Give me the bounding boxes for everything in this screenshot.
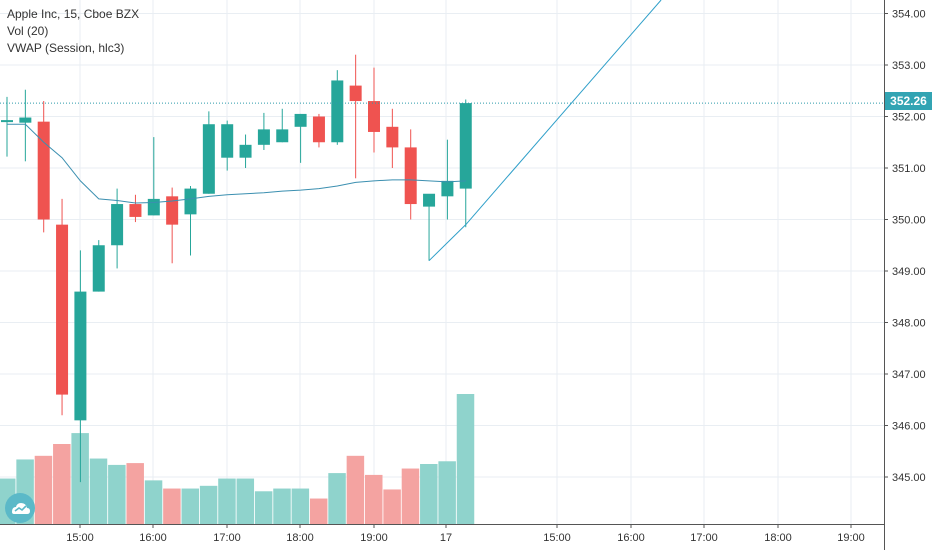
x-tick-label: 19:00 (837, 532, 865, 544)
volume-bar (420, 464, 438, 524)
candle-body (56, 224, 69, 395)
volume-bar (181, 488, 199, 524)
x-tick-label: 16:00 (139, 532, 167, 544)
candle-body (184, 188, 197, 215)
candle-body (19, 117, 32, 123)
candle-body (312, 116, 325, 143)
x-tick-label: 17 (440, 532, 452, 544)
volume-bar (144, 480, 163, 524)
volume-bar (346, 455, 365, 524)
candle-body (349, 85, 362, 102)
tradingview-cloud-icon[interactable] (5, 493, 35, 523)
candle-body (459, 103, 472, 189)
volume-bar (456, 394, 475, 524)
y-tick-label: 354.00 (892, 9, 926, 21)
volume-bar (163, 488, 181, 524)
candle-body (74, 291, 87, 421)
volume-bar (383, 489, 401, 524)
candle-body (386, 126, 399, 148)
trendline-segment (428, 224, 467, 262)
candle-body (441, 180, 454, 197)
volume-bar (236, 478, 255, 524)
x-tick-label: 15:00 (543, 532, 571, 544)
y-tick-label: 350.00 (892, 215, 926, 227)
candle-body (423, 193, 436, 207)
candle-body (257, 129, 270, 145)
vwap-line (7, 123, 466, 204)
candle-body (92, 245, 105, 292)
candle-body (239, 144, 252, 158)
y-tick-label: 352.00 (892, 112, 926, 124)
candle-body (147, 198, 160, 216)
volume-bar (273, 488, 291, 524)
last-price-label: 352.26 (885, 92, 932, 110)
candle-body (276, 129, 289, 143)
volume-bar (438, 461, 456, 524)
y-tick-label: 345.00 (892, 472, 926, 484)
volume-bar (126, 463, 144, 524)
candle-body (1, 120, 13, 123)
x-tick-label: 18:00 (764, 532, 792, 544)
y-tick-label: 347.00 (892, 369, 926, 381)
volume-bar (218, 478, 236, 524)
candle-body (111, 204, 124, 246)
x-tick-label: 18:00 (286, 532, 314, 544)
volume-bar (89, 458, 108, 524)
y-tick-label: 346.00 (892, 421, 926, 433)
volume-bar (53, 444, 71, 524)
candle-body (221, 124, 234, 158)
legend-symbol[interactable]: Apple Inc, 15, Cboe BZX (7, 7, 140, 21)
volume-bar (328, 473, 346, 524)
y-tick-label: 348.00 (892, 318, 926, 330)
y-tick-label: 353.00 (892, 60, 926, 72)
volume-bar (365, 474, 383, 524)
volume-bar (199, 485, 218, 524)
volume-bar (108, 464, 126, 524)
x-tick-label: 15:00 (66, 532, 94, 544)
candle-body (404, 147, 417, 205)
chart-legend: Apple Inc, 15, Cboe BZX Vol (20) VWAP (S… (7, 6, 139, 57)
candle-body (166, 196, 179, 225)
x-tick-label: 16:00 (617, 532, 645, 544)
volume-bar (401, 468, 420, 524)
x-tick-label: 17:00 (690, 532, 718, 544)
legend-vwap[interactable]: VWAP (Session, hlc3) (7, 41, 125, 55)
indicator-lines (0, 0, 884, 262)
x-tick-label: 17:00 (213, 532, 241, 544)
volume-bar (309, 498, 328, 524)
candle-body (37, 121, 50, 220)
y-tick-label: 351.00 (892, 163, 926, 175)
volume-bar (34, 455, 53, 524)
x-tick-label: 19:00 (360, 532, 388, 544)
candle-body (294, 113, 307, 127)
volume-bars (0, 394, 475, 524)
candle-body (129, 204, 142, 217)
trendline-ray (465, 0, 662, 225)
volume-bar (291, 488, 310, 524)
grid-lines (0, 0, 884, 524)
candles (1, 54, 472, 483)
candle-body (368, 101, 380, 132)
y-tick-label: 349.00 (892, 266, 926, 278)
volume-bar (254, 491, 273, 524)
legend-volume[interactable]: Vol (20) (7, 24, 49, 38)
candle-body (202, 124, 215, 194)
candle-body (331, 80, 344, 143)
